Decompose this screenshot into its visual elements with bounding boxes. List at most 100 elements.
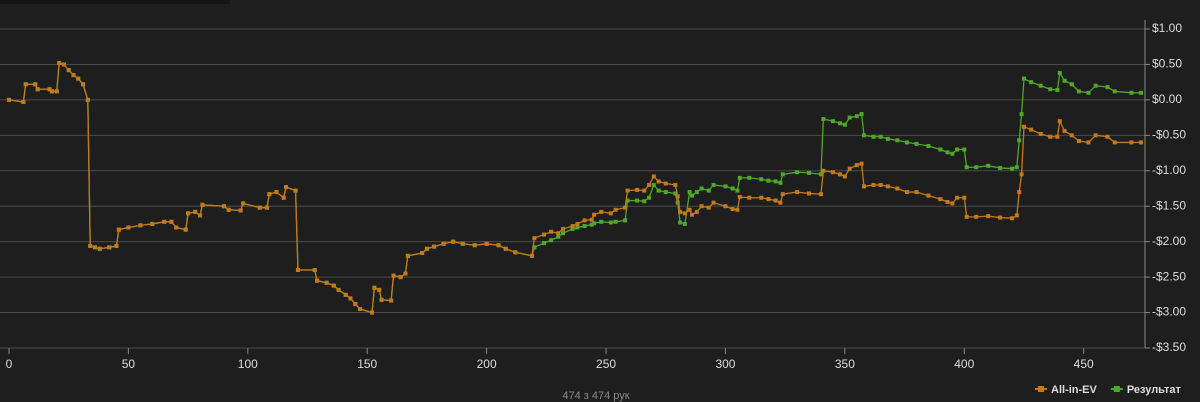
point (432, 244, 437, 249)
point (625, 188, 630, 193)
point (914, 190, 919, 195)
point (730, 207, 735, 212)
point (647, 182, 652, 187)
x-tick-label: 400 (954, 357, 974, 371)
point (226, 207, 231, 212)
point (57, 61, 62, 66)
point (1105, 134, 1110, 139)
point (1057, 119, 1062, 124)
point (838, 121, 843, 126)
point (1029, 127, 1034, 132)
point (673, 191, 678, 196)
point (460, 241, 465, 246)
point (1069, 133, 1074, 138)
point (625, 198, 630, 203)
point (582, 218, 587, 223)
point (895, 138, 900, 143)
point (635, 198, 640, 203)
point (150, 221, 155, 226)
point (49, 89, 54, 94)
point (974, 165, 979, 170)
point (257, 205, 262, 210)
point (730, 186, 735, 191)
point (549, 238, 554, 243)
point (503, 246, 508, 251)
point (66, 68, 71, 73)
point (312, 268, 317, 273)
point (885, 136, 890, 141)
point (955, 195, 960, 200)
point (807, 170, 812, 175)
point (861, 184, 866, 189)
point (85, 97, 90, 102)
point (766, 178, 771, 183)
y-tick-label: -$1.50 (1152, 198, 1186, 212)
point (895, 186, 900, 191)
y-tick-label: -$3.00 (1152, 305, 1186, 319)
point (1076, 139, 1081, 144)
point (1062, 129, 1067, 134)
point (174, 225, 179, 230)
point (33, 82, 38, 87)
point (656, 188, 661, 193)
y-tick-label: -$3.50 (1152, 340, 1186, 354)
point (1010, 166, 1015, 171)
point (556, 234, 561, 239)
point (592, 212, 597, 217)
point (706, 188, 711, 193)
point (589, 222, 594, 227)
point (221, 204, 226, 209)
point (570, 224, 575, 229)
point (1112, 140, 1117, 145)
point (1086, 140, 1091, 145)
point (780, 192, 785, 197)
point (71, 73, 76, 78)
point (694, 190, 699, 195)
y-tick-label: -$1.00 (1152, 163, 1186, 177)
point (1086, 90, 1091, 95)
point (613, 219, 618, 224)
point (420, 251, 425, 256)
point (1021, 76, 1026, 81)
point (570, 226, 575, 231)
point (561, 226, 566, 231)
point (238, 208, 243, 213)
point (1010, 216, 1015, 221)
point (926, 193, 931, 198)
legend-label: All-in-EV (1051, 384, 1097, 396)
point (1129, 90, 1134, 95)
point (986, 163, 991, 168)
point (795, 170, 800, 175)
point (706, 205, 711, 210)
point (92, 245, 97, 250)
point (343, 292, 348, 297)
point (859, 112, 864, 117)
point (642, 188, 647, 193)
point (938, 197, 943, 202)
point (964, 214, 969, 219)
point (107, 245, 112, 250)
point (97, 246, 102, 251)
point (379, 297, 384, 302)
point (295, 268, 300, 273)
point (372, 285, 377, 290)
point (169, 219, 174, 224)
point (690, 212, 695, 217)
point (914, 141, 919, 146)
point (623, 218, 628, 223)
point (635, 187, 640, 192)
x-tick-label: 300 (715, 357, 735, 371)
point (904, 140, 909, 145)
point (675, 194, 680, 199)
point (1048, 134, 1053, 139)
point (682, 211, 687, 216)
point (1029, 80, 1034, 85)
point (35, 87, 40, 92)
point (7, 97, 11, 102)
point (735, 207, 740, 212)
point (451, 239, 456, 244)
point (532, 236, 537, 241)
point (780, 172, 785, 177)
point (871, 134, 876, 139)
